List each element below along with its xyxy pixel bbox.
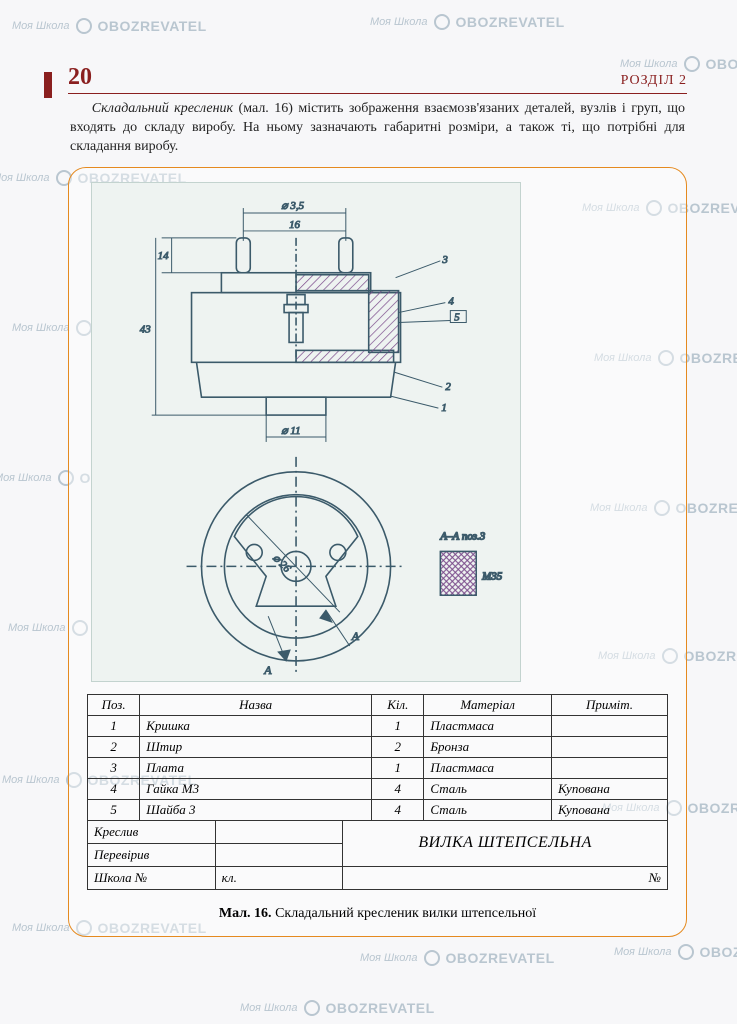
caption-label: Мал. 16.	[219, 906, 272, 921]
page-header: 20 РОЗДІЛ 2	[68, 64, 687, 94]
page-content: 20 РОЗДІЛ 2 Складальний кресленик (мал. …	[0, 0, 737, 961]
section-label: РОЗДІЛ 2	[621, 73, 687, 89]
parts-list-table: Поз. Назва Кіл. Матеріал Приміт. 1Кришка…	[87, 694, 668, 821]
svg-text:А–А поз.3: А–А поз.3	[439, 530, 485, 542]
table-row: 1Кришка1Пластмаса	[88, 715, 668, 736]
col-material: Матеріал	[424, 694, 552, 715]
school-label: Школа №	[88, 866, 216, 889]
svg-text:14: 14	[158, 249, 169, 261]
col-qty: Кіл.	[372, 694, 424, 715]
table-row: 2Штир2Бронза	[88, 736, 668, 757]
svg-text:M35: M35	[481, 570, 503, 582]
col-name: Назва	[140, 694, 372, 715]
svg-text:А: А	[351, 629, 360, 643]
assembly-drawing: ⌀ 3,5 16 14 43 3 4 5 2 1	[91, 182, 521, 682]
svg-text:4: 4	[448, 295, 454, 307]
title-block: Креслив ВИЛКА ШТЕПСЕЛЬНА Перевірив Школа…	[87, 820, 668, 890]
figure-caption: Мал. 16. Складальний кресленик вилки ште…	[87, 906, 668, 922]
class-label: кл.	[215, 866, 343, 889]
intro-paragraph: Складальний кресленик (мал. 16) містить …	[70, 100, 685, 157]
paragraph-lead: Складальний кресленик	[92, 101, 233, 116]
checked-label: Перевірив	[88, 843, 216, 866]
page-number: 20	[68, 64, 92, 91]
svg-text:⌀ 26: ⌀ 26	[270, 552, 293, 575]
figure-frame: ⌀ 3,5 16 14 43 3 4 5 2 1	[68, 167, 687, 937]
drawing-title: ВИЛКА ШТЕПСЕЛЬНА	[343, 820, 668, 866]
col-note: Приміт.	[551, 694, 667, 715]
col-pos: Поз.	[88, 694, 140, 715]
svg-text:3: 3	[441, 253, 448, 265]
svg-text:1: 1	[441, 402, 446, 414]
svg-text:43: 43	[140, 323, 151, 335]
svg-text:⌀ 11: ⌀ 11	[281, 425, 300, 437]
sheet-number-label: №	[343, 866, 668, 889]
table-row: 4Гайка М34СтальКупована	[88, 778, 668, 799]
table-row: 3Плата1Пластмаса	[88, 757, 668, 778]
svg-text:2: 2	[445, 381, 451, 393]
svg-text:⌀ 3,5: ⌀ 3,5	[281, 200, 305, 212]
drew-label: Креслив	[88, 820, 216, 843]
svg-text:5: 5	[454, 311, 460, 323]
table-row: 5Шайба 34СтальКупована	[88, 799, 668, 820]
caption-text: Складальний кресленик вилки штепсельної	[272, 906, 537, 921]
svg-text:А: А	[263, 663, 272, 677]
svg-text:16: 16	[289, 219, 300, 231]
table-header-row: Поз. Назва Кіл. Матеріал Приміт.	[88, 694, 668, 715]
